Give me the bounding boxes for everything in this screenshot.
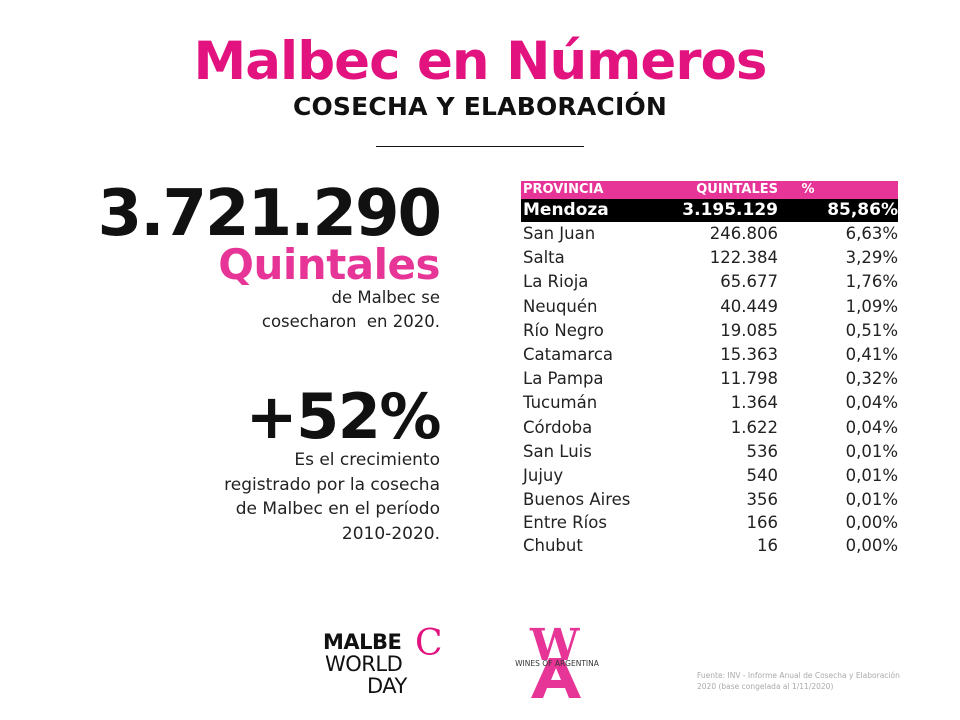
wines-of-argentina-logo: W WINES OF ARGENTINA xyxy=(504,624,610,700)
cell-provincia: Neuquén xyxy=(523,296,598,316)
header-provincia: PROVINCIA xyxy=(523,182,604,197)
cell-provincia: La Pampa xyxy=(523,369,604,389)
description-line: Es el crecimiento xyxy=(294,450,440,470)
cell-quintales: 540 xyxy=(746,465,779,485)
total-harvest-unit: Quintales xyxy=(218,240,440,289)
cell-provincia: San Juan xyxy=(523,224,596,244)
cell-percent: 0,01% xyxy=(845,490,898,510)
table-row: Río Negro 19.085 0,51% xyxy=(521,319,898,343)
cell-provincia: Tucumán xyxy=(523,393,598,413)
total-harvest-value: 3.721.290 xyxy=(97,177,442,251)
cell-quintales: 1.622 xyxy=(730,417,778,437)
table-row-highlight: Mendoza 3.195.129 85,86% xyxy=(521,199,898,222)
growth-value: +52% xyxy=(245,380,442,453)
cell-provincia: Catamarca xyxy=(523,345,614,365)
cell-quintales: 19.085 xyxy=(720,320,778,340)
logo-a-icon xyxy=(531,658,581,698)
table-row: La Pampa 11.798 0,32% xyxy=(521,367,898,391)
cell-quintales: 246.806 xyxy=(709,224,778,244)
source-line: Fuente: INV - Informe Anual de Cosecha y… xyxy=(697,671,900,680)
cell-quintales: 356 xyxy=(746,490,779,510)
total-harvest-description: de Malbec se cosecharon en 2020. xyxy=(262,286,440,334)
description-line: de Malbec en el período xyxy=(235,499,440,519)
logo-c-glyph: C xyxy=(415,623,443,664)
table-row: Entre Ríos 166 0,00% xyxy=(521,512,898,534)
cell-percent: 0,32% xyxy=(845,369,898,389)
cell-provincia: Salta xyxy=(523,248,565,268)
cell-quintales: 536 xyxy=(746,441,779,461)
cell-percent: 0,41% xyxy=(845,345,898,365)
cell-provincia: Río Negro xyxy=(523,320,604,340)
cell-percent: 3,29% xyxy=(845,248,898,268)
cell-percent: 1,76% xyxy=(845,272,898,292)
cell-quintales: 166 xyxy=(746,513,779,533)
malbec-world-day-logo: MALBE C WORLD DAY xyxy=(323,626,443,702)
header-percent: % xyxy=(801,182,815,197)
cell-provincia: La Rioja xyxy=(523,272,589,292)
cell-percent: 0,00% xyxy=(845,536,898,556)
table-header: PROVINCIA QUINTALES % xyxy=(521,181,898,199)
page-subtitle: COSECHA Y ELABORACIÓN xyxy=(292,92,668,121)
cell-provincia: Jujuy xyxy=(523,465,564,485)
cell-quintales: 65.677 xyxy=(720,272,778,292)
cell-percent: 0,01% xyxy=(845,465,898,485)
table-row: Chubut 16 0,00% xyxy=(521,534,898,558)
description-line: de Malbec se xyxy=(331,288,441,307)
divider xyxy=(376,146,584,147)
cell-percent: 0,51% xyxy=(845,320,898,340)
description-line: cosecharon en 2020. xyxy=(261,312,440,331)
cell-quintales: 122.384 xyxy=(709,248,778,268)
cell-provincia: Mendoza xyxy=(523,200,609,220)
cell-percent: 0,04% xyxy=(845,393,898,413)
cell-provincia: Córdoba xyxy=(523,417,593,437)
cell-provincia: Chubut xyxy=(523,536,583,556)
cell-quintales: 11.798 xyxy=(720,369,778,389)
table-row: Catamarca 15.363 0,41% xyxy=(521,343,898,367)
table-row: San Luis 536 0,01% xyxy=(521,440,898,464)
table-row: Neuquén 40.449 1,09% xyxy=(521,295,898,319)
province-harvest-table: PROVINCIA QUINTALES % Mendoza 3.195.129 … xyxy=(521,181,898,558)
header-quintales: QUINTALES xyxy=(696,182,778,197)
table-row: Salta 122.384 3,29% xyxy=(521,246,898,270)
table-row: San Juan 246.806 6,63% xyxy=(521,222,898,246)
logo-text: DAY xyxy=(367,674,407,698)
table-row: Tucumán 1.364 0,04% xyxy=(521,391,898,415)
cell-quintales: 16 xyxy=(757,536,778,556)
cell-quintales: 15.363 xyxy=(720,345,778,365)
cell-provincia: Entre Ríos xyxy=(523,513,607,533)
source-note: Fuente: INV - Informe Anual de Cosecha y… xyxy=(697,670,957,692)
source-line: 2020 (base congelada al 1/11/2020) xyxy=(697,682,834,691)
cell-percent: 85,86% xyxy=(827,200,898,220)
table-row: Córdoba 1.622 0,04% xyxy=(521,416,898,440)
cell-percent: 6,63% xyxy=(845,224,898,244)
cell-quintales: 40.449 xyxy=(720,296,778,316)
cell-quintales: 1.364 xyxy=(730,393,778,413)
cell-percent: 0,04% xyxy=(845,417,898,437)
table-row: La Rioja 65.677 1,76% xyxy=(521,270,898,294)
cell-provincia: Buenos Aires xyxy=(523,490,631,510)
table-row: Jujuy 540 0,01% xyxy=(521,464,898,488)
description-line: registrado por la cosecha xyxy=(224,474,440,495)
table-row: Buenos Aires 356 0,01% xyxy=(521,488,898,512)
cell-percent: 0,00% xyxy=(845,513,898,533)
page-title: Malbec en Números xyxy=(193,31,768,92)
logo-text: MALBE xyxy=(323,630,402,654)
cell-percent: 1,09% xyxy=(845,296,898,316)
growth-description: Es el crecimiento registrado por la cose… xyxy=(224,448,440,546)
cell-quintales: 3.195.129 xyxy=(682,200,778,220)
logo-text: WORLD xyxy=(325,652,403,676)
cell-percent: 0,01% xyxy=(845,441,898,461)
cell-provincia: San Luis xyxy=(523,441,592,461)
logo-text: WINES OF ARGENTINA xyxy=(515,659,599,668)
description-line: 2010-2020. xyxy=(341,523,440,544)
